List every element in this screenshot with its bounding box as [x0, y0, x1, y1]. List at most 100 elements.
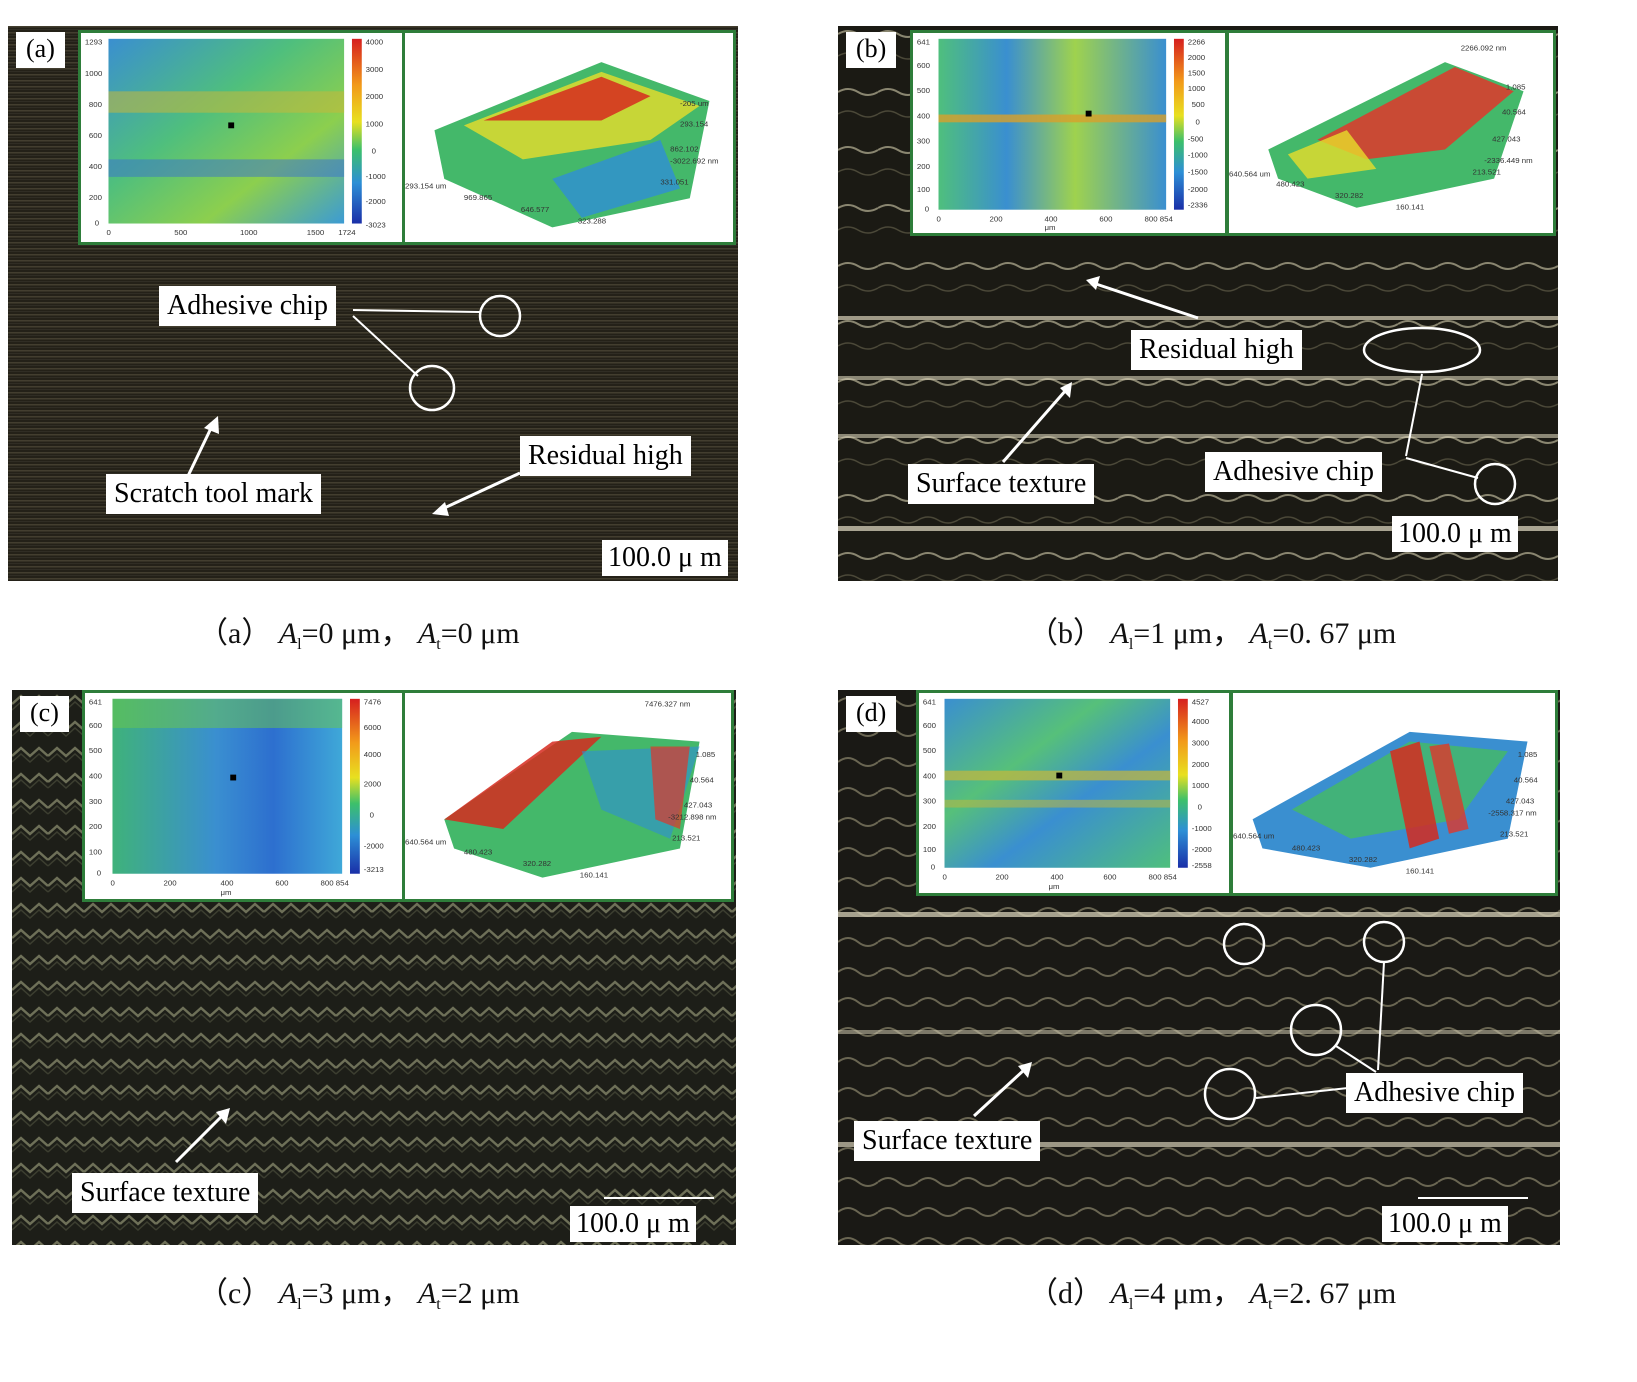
- svg-text:-2336.449 nm: -2336.449 nm: [1484, 156, 1532, 165]
- svg-text:600: 600: [1099, 214, 1113, 223]
- scale-bar-d: 100.0 μ m: [1382, 1206, 1508, 1242]
- svg-text:0: 0: [943, 872, 948, 881]
- svg-text:400: 400: [89, 772, 103, 781]
- svg-text:1500: 1500: [1188, 69, 1206, 78]
- svg-text:0: 0: [925, 205, 930, 214]
- svg-text:4000: 4000: [1192, 717, 1210, 726]
- svg-text:800: 800: [89, 100, 103, 109]
- svg-text:500: 500: [89, 746, 103, 755]
- svg-text:1500: 1500: [307, 228, 325, 237]
- svg-text:480.423: 480.423: [1276, 179, 1304, 188]
- svg-text:646.577: 646.577: [521, 205, 549, 214]
- svg-text:300: 300: [89, 797, 103, 806]
- svg-text:40.564: 40.564: [1514, 775, 1539, 784]
- svg-text:320.282: 320.282: [1335, 191, 1363, 200]
- svg-text:μm: μm: [1048, 882, 1059, 891]
- svg-text:100: 100: [89, 847, 103, 856]
- svg-text:40.564: 40.564: [1502, 108, 1527, 117]
- svg-text:640.564 um: 640.564 um: [1233, 832, 1274, 841]
- svg-text:1000: 1000: [366, 119, 384, 128]
- callout-adhesive-chip: Adhesive chip: [1346, 1073, 1523, 1113]
- svg-text:-1000: -1000: [366, 172, 387, 181]
- svg-text:600: 600: [923, 721, 937, 730]
- panel-c: (c) 641 600 500 400 300 200 100 0 0 200 …: [12, 690, 736, 1245]
- svg-text:600: 600: [917, 61, 931, 70]
- caption-c: （c） Al=3 μm， At=2 μm: [198, 1277, 520, 1313]
- svg-text:200: 200: [89, 193, 103, 202]
- svg-text:641: 641: [917, 38, 930, 47]
- svg-text:500: 500: [174, 228, 188, 237]
- panel-label-b: (b): [846, 32, 897, 68]
- panel-label-d: (d): [846, 696, 897, 732]
- svg-text:100: 100: [917, 185, 931, 194]
- svg-text:0: 0: [97, 869, 102, 878]
- panel-a: (a) 1293 1000 800 600: [8, 26, 738, 581]
- callout-surface-texture: Surface texture: [72, 1173, 259, 1213]
- svg-text:293.154: 293.154: [680, 119, 709, 128]
- svg-text:480.423: 480.423: [1292, 843, 1320, 852]
- svg-text:-2000: -2000: [1188, 185, 1209, 194]
- svg-text:213.521: 213.521: [1500, 830, 1528, 839]
- svg-text:100: 100: [923, 845, 937, 854]
- svg-text:3000: 3000: [366, 65, 384, 74]
- svg-text:0: 0: [1198, 803, 1203, 812]
- svg-text:-1500: -1500: [1188, 168, 1209, 177]
- svg-text:-3213: -3213: [364, 865, 384, 874]
- svg-text:-205 um: -205 um: [680, 99, 709, 108]
- svg-text:200: 200: [923, 822, 937, 831]
- callout-adhesive-chip: Adhesive chip: [1205, 452, 1382, 492]
- svg-text:500: 500: [917, 86, 931, 95]
- svg-text:-2000: -2000: [364, 842, 385, 851]
- svg-text:800 854: 800 854: [321, 878, 350, 887]
- svg-text:-2558: -2558: [1192, 861, 1212, 870]
- svg-text:331.051: 331.051: [660, 178, 688, 187]
- svg-text:400: 400: [917, 111, 931, 120]
- svg-text:-2000: -2000: [366, 197, 387, 206]
- panel-d: (d) 641 600 500 400 300 200 100 0 0 200: [838, 690, 1560, 1245]
- inset-2d-map-a: 1293 1000 800 600 400 200 0 0 500 1000 1…: [78, 30, 406, 245]
- svg-text:1000: 1000: [1188, 84, 1206, 93]
- tick-y-max: 1293: [85, 38, 102, 47]
- svg-text:300: 300: [923, 797, 937, 806]
- svg-text:400: 400: [220, 878, 234, 887]
- svg-text:1.085: 1.085: [1506, 82, 1526, 91]
- scale-bar-a: 100.0 μ m: [602, 540, 728, 576]
- inset-2d-map-b: 641 600 500 400 300 200 100 0 0 200 400 …: [910, 30, 1228, 236]
- svg-text:1724: 1724: [338, 228, 356, 237]
- panel-b: (b) 641 600 500 400 300 200 100 0 0 200 …: [838, 26, 1558, 581]
- panel-label-a: (a): [16, 32, 65, 68]
- svg-text:160.141: 160.141: [1406, 867, 1434, 876]
- inset-2d-map-d: 641 600 500 400 300 200 100 0 0 200 400 …: [916, 690, 1232, 896]
- svg-text:2266.092 nm: 2266.092 nm: [1461, 44, 1507, 53]
- callout-surface-texture: Surface texture: [908, 464, 1095, 504]
- svg-text:-2000: -2000: [1192, 845, 1213, 854]
- svg-text:400: 400: [1044, 214, 1058, 223]
- svg-text:640.564 um: 640.564 um: [1229, 170, 1270, 179]
- svg-text:500: 500: [923, 746, 937, 755]
- inset-3d-surface-a: -205 um 293.154 862.102 -3022.692 nm 331…: [402, 30, 736, 245]
- callout-scratch-tool-mark: Scratch tool mark: [106, 474, 322, 514]
- svg-text:2000: 2000: [364, 779, 382, 788]
- svg-text:3000: 3000: [1192, 738, 1210, 747]
- svg-text:320.282: 320.282: [523, 859, 551, 868]
- svg-text:800 854: 800 854: [1149, 872, 1178, 881]
- panel-label-c: (c): [20, 696, 69, 732]
- svg-text:0: 0: [95, 219, 100, 228]
- svg-text:427.043: 427.043: [1492, 135, 1520, 144]
- svg-text:293.154 um: 293.154 um: [405, 182, 446, 191]
- svg-text:600: 600: [89, 131, 103, 140]
- svg-text:4000: 4000: [366, 38, 384, 47]
- svg-text:600: 600: [89, 721, 103, 730]
- svg-text:0: 0: [107, 228, 112, 237]
- svg-text:μm: μm: [220, 888, 231, 897]
- svg-text:427.043: 427.043: [1506, 797, 1534, 806]
- svg-text:862.102: 862.102: [670, 145, 698, 154]
- svg-text:320.282: 320.282: [1349, 855, 1377, 864]
- svg-text:-1000: -1000: [1192, 824, 1213, 833]
- svg-text:40.564: 40.564: [690, 775, 715, 784]
- inset-2d-map-c: 641 600 500 400 300 200 100 0 0 200 400 …: [82, 690, 406, 902]
- svg-text:200: 200: [990, 214, 1004, 223]
- caption-d: （d） Al=4 μm， At=2. 67 μm: [1028, 1277, 1397, 1313]
- svg-text:200: 200: [996, 872, 1010, 881]
- svg-text:641: 641: [89, 698, 102, 707]
